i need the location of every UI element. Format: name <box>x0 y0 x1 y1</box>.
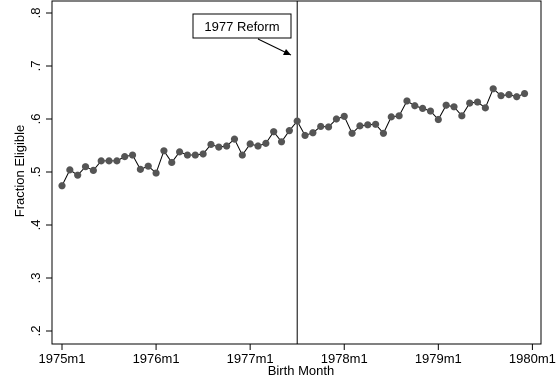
data-point <box>466 99 474 107</box>
data-point <box>223 142 231 150</box>
y-axis: .2 .3 .4 .5 .6 .7 .8 <box>28 8 52 337</box>
data-point <box>395 112 403 120</box>
data-point <box>324 123 333 131</box>
data-point <box>513 93 521 101</box>
data-point <box>403 97 411 105</box>
data-point <box>144 162 152 170</box>
x-tick-label: 1980m1 <box>509 351 556 366</box>
x-tick-label: 1976m1 <box>133 351 180 366</box>
x-axis: 1975m1 1976m1 1977m1 1978m1 1979m1 1980m1 <box>39 344 556 366</box>
data-point <box>364 121 372 129</box>
data-point <box>505 91 513 99</box>
x-tick-label: 1975m1 <box>39 351 86 366</box>
y-axis-title: Fraction Eligible <box>12 125 27 218</box>
data-point <box>191 151 199 159</box>
data-point <box>356 122 364 130</box>
y-tick-label: .5 <box>28 167 43 178</box>
plot-frame <box>51 0 542 345</box>
data-point <box>81 163 90 171</box>
y-tick-label: .8 <box>28 8 43 19</box>
x-tick-label: 1978m1 <box>321 351 368 366</box>
y-tick-label: .2 <box>28 326 43 337</box>
data-point <box>152 169 160 177</box>
data-point <box>489 85 497 93</box>
data-point <box>176 148 184 156</box>
data-point <box>168 158 176 167</box>
data-point <box>442 101 450 109</box>
data-point <box>199 150 207 158</box>
data-point <box>97 157 105 165</box>
data-point <box>309 129 317 137</box>
data-point <box>434 115 442 124</box>
data-point <box>419 104 427 112</box>
data-point <box>66 166 74 174</box>
data-point <box>277 138 286 146</box>
data-point <box>128 151 137 159</box>
y-tick-label: .4 <box>28 220 43 231</box>
data-point <box>121 153 129 161</box>
data-point <box>340 112 348 120</box>
data-point <box>89 166 97 175</box>
data-point <box>136 165 144 173</box>
series-line <box>61 87 525 187</box>
data-point <box>58 182 66 190</box>
data-point <box>426 107 435 115</box>
data-point <box>246 140 254 148</box>
data-point <box>183 151 192 159</box>
data-point <box>473 98 482 106</box>
data-points <box>58 85 529 190</box>
x-tick-label: 1979m1 <box>415 351 462 366</box>
data-point <box>520 89 529 98</box>
data-point <box>332 115 340 123</box>
data-point <box>372 120 380 128</box>
data-point <box>458 112 466 120</box>
data-point <box>230 135 239 143</box>
y-tick-label: .6 <box>28 114 43 125</box>
annotation-label: 1977 Reform <box>204 19 279 34</box>
data-point <box>270 128 278 136</box>
data-point <box>254 142 262 150</box>
data-point <box>301 131 309 140</box>
data-point <box>379 129 388 137</box>
data-point <box>105 157 113 165</box>
data-point <box>285 127 293 135</box>
data-point <box>113 157 121 165</box>
data-point <box>450 103 458 111</box>
data-point <box>160 147 168 155</box>
data-point <box>238 151 246 159</box>
x-tick-label: 1977m1 <box>227 351 274 366</box>
x-axis-title: Birth Month <box>268 363 334 378</box>
data-point <box>262 139 270 147</box>
data-point <box>317 122 325 131</box>
annotation-arrow-head <box>283 49 291 55</box>
data-point <box>387 113 395 121</box>
data-point <box>207 140 215 149</box>
data-point <box>215 143 223 151</box>
data-point <box>293 117 301 125</box>
data-point <box>411 102 419 110</box>
data-point <box>497 92 505 100</box>
data-point <box>348 129 356 137</box>
y-tick-label: .3 <box>28 273 43 284</box>
y-tick-label: .7 <box>28 61 43 72</box>
data-point <box>74 171 82 179</box>
data-point <box>481 104 489 112</box>
annotation-box <box>192 13 292 39</box>
